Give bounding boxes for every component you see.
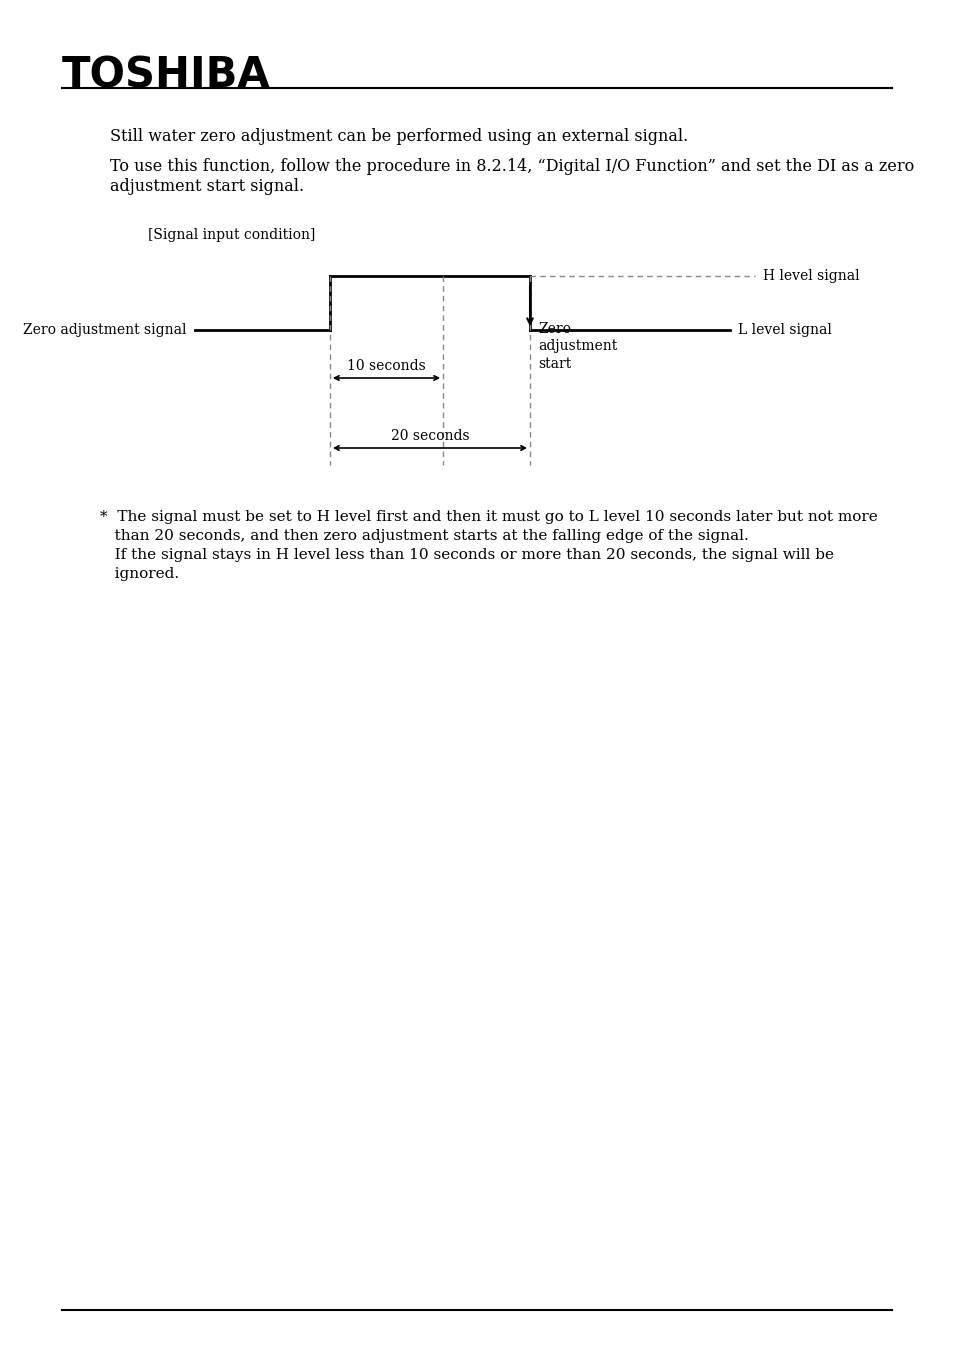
Text: Zero adjustment signal: Zero adjustment signal — [24, 323, 187, 338]
Text: *  The signal must be set to H level first and then it must go to L level 10 sec: * The signal must be set to H level firs… — [100, 510, 877, 524]
Text: 10 seconds: 10 seconds — [347, 359, 425, 373]
Text: To use this function, follow the procedure in 8.2.14, “Digital I/O Function” and: To use this function, follow the procedu… — [110, 158, 913, 194]
Text: Zero
adjustment
start: Zero adjustment start — [537, 323, 617, 371]
Text: 20 seconds: 20 seconds — [391, 429, 469, 443]
Text: Still water zero adjustment can be performed using an external signal.: Still water zero adjustment can be perfo… — [110, 128, 687, 144]
Text: than 20 seconds, and then zero adjustment starts at the falling edge of the sign: than 20 seconds, and then zero adjustmen… — [100, 529, 748, 543]
Text: [Signal input condition]: [Signal input condition] — [148, 228, 315, 242]
Text: ignored.: ignored. — [100, 567, 179, 580]
Text: H level signal: H level signal — [762, 269, 859, 284]
Text: TOSHIBA: TOSHIBA — [62, 55, 271, 97]
Text: If the signal stays in H level less than 10 seconds or more than 20 seconds, the: If the signal stays in H level less than… — [100, 548, 833, 562]
Text: L level signal: L level signal — [738, 323, 831, 338]
